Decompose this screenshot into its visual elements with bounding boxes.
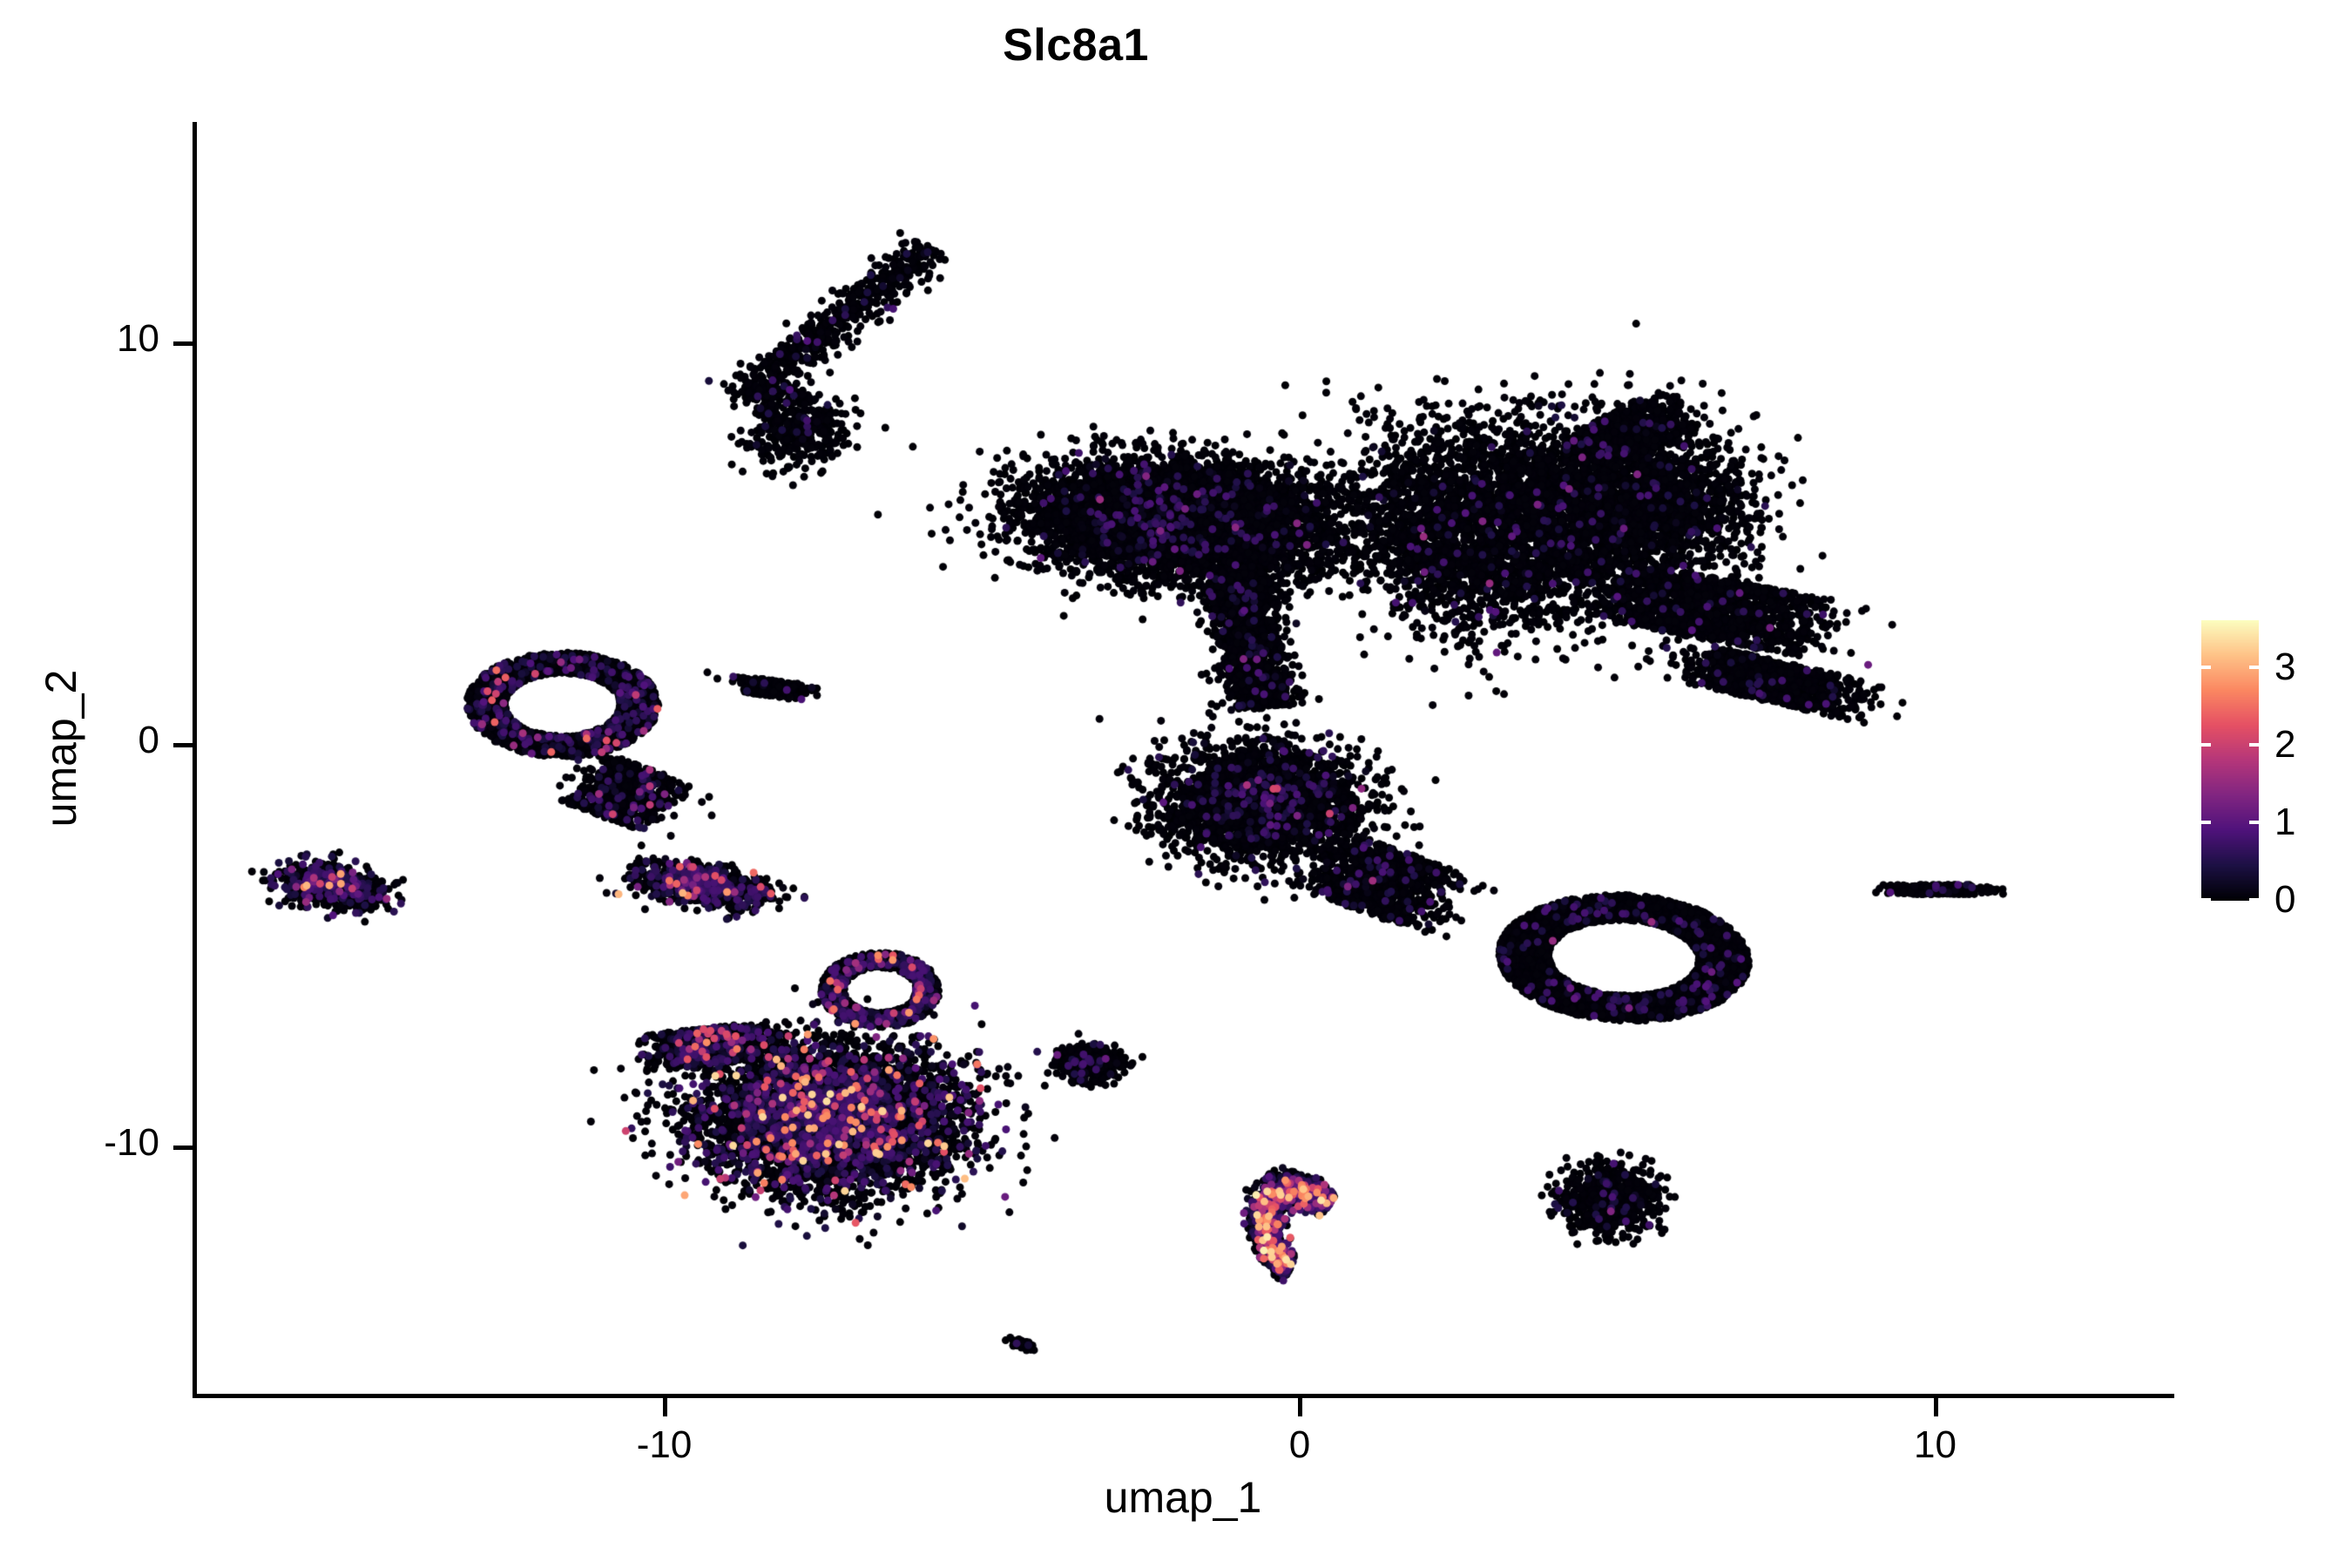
colorbar-tick-label: 2	[2274, 723, 2296, 766]
x-axis-title: umap_1	[1104, 1473, 1262, 1522]
colorbar-tick-label: 1	[2274, 801, 2296, 843]
scatter-canvas[interactable]	[194, 122, 2172, 1396]
colorbar-tick-mark	[2249, 898, 2259, 902]
colorbar-tick-mark	[2201, 743, 2211, 747]
y-tick-label: 0	[138, 719, 159, 761]
y-tick-mark	[173, 743, 193, 747]
colorbar-tick-label: 0	[2274, 878, 2296, 921]
y-axis-title: umap_2	[37, 669, 85, 828]
plot-panel[interactable]	[194, 122, 2172, 1396]
colorbar-tick-mark	[2201, 898, 2211, 902]
colorbar-legend[interactable]: 0 1 2 3	[2201, 620, 2341, 919]
colorbar-tick-label: 3	[2274, 645, 2296, 688]
y-tick-label: 10	[117, 316, 159, 360]
y-tick-label: -10	[104, 1120, 159, 1164]
x-tick-label: -10	[636, 1423, 693, 1466]
y-tick-mark	[173, 341, 193, 346]
x-tick-mark	[1298, 1396, 1302, 1416]
colorbar-tick-mark	[2249, 666, 2259, 669]
colorbar-tick-mark	[2201, 666, 2211, 669]
x-tick-label: 0	[1288, 1423, 1311, 1466]
y-axis-line	[193, 122, 197, 1397]
x-tick-mark	[1933, 1396, 1938, 1416]
x-tick-label: 10	[1914, 1423, 1957, 1466]
y-tick-mark	[173, 1145, 193, 1150]
page-title: Slc8a1	[1003, 20, 1149, 71]
x-axis-line	[193, 1394, 2174, 1398]
colorbar-gradient	[2201, 620, 2259, 901]
colorbar-tick-mark	[2249, 743, 2259, 747]
x-tick-mark	[662, 1396, 667, 1416]
colorbar-tick-mark	[2201, 821, 2211, 824]
colorbar-tick-mark	[2249, 821, 2259, 824]
